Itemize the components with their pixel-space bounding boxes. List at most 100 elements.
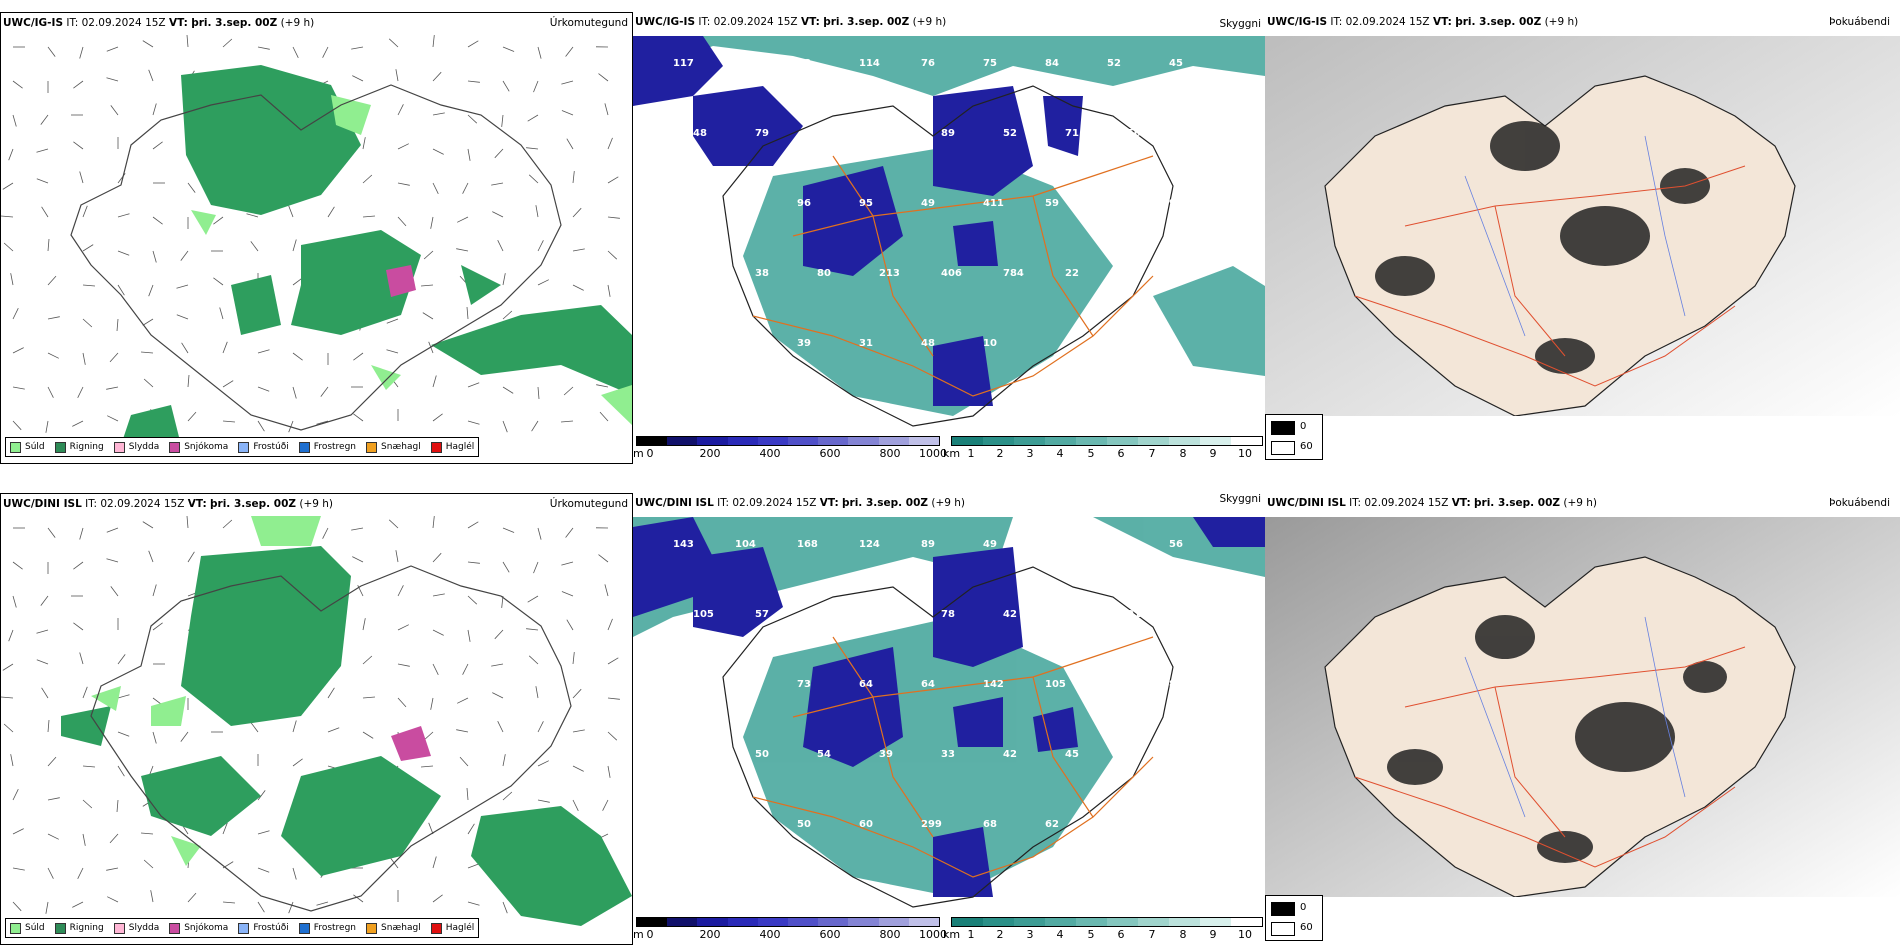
visibility-colorbar: km 1 2 3 4 5 6 7 8 9 10: [943, 436, 1265, 460]
wind-barb: [187, 551, 195, 563]
colorbar-segment: [1076, 918, 1107, 926]
wind-barb: [292, 352, 303, 361]
wind-barb: [397, 585, 404, 597]
panel-header: UWC/IG-IS IT: 02.09.2024 15Z VT: þri. 3.…: [3, 17, 315, 29]
ceiling-value-label: 89: [921, 539, 935, 550]
colorbar-segment: [878, 918, 909, 926]
wind-barb: [397, 663, 410, 667]
precip-panel-row1: UWC/IG-IS IT: 02.09.2024 15Z VT: þri. 3.…: [0, 12, 633, 464]
wind-barb: [607, 618, 613, 631]
wind-barb: [12, 308, 19, 320]
wind-barb: [467, 823, 475, 835]
wind-barb: [257, 867, 270, 873]
wind-barb: [537, 760, 549, 767]
ceiling-value-label: 78: [941, 609, 955, 620]
wind-barb: [148, 550, 154, 563]
wind-barb: [467, 901, 480, 906]
wind-barb: [117, 213, 130, 218]
ceiling-value-label: 86: [1189, 749, 1203, 760]
wind-barb: [213, 216, 224, 225]
wind-barb: [222, 420, 236, 423]
wind-barb: [502, 527, 515, 533]
wind-barb: [288, 205, 294, 218]
wind-barb: [528, 655, 539, 665]
colorbar-segment: [878, 437, 909, 445]
wind-barb: [423, 250, 434, 260]
wind-barb: [607, 137, 613, 150]
ceiling-value-label: 49: [983, 539, 997, 550]
ceiling-value-label: 43: [1065, 609, 1079, 620]
wind-barb: [219, 307, 224, 320]
ceiling-value-label: 50: [797, 819, 811, 830]
wind-barb: [561, 80, 574, 85]
colorbar-segment: [1169, 437, 1200, 445]
colorbar-segment: [667, 918, 698, 926]
wind-barb: [607, 765, 611, 778]
ceiling-value-label: 121: [673, 679, 694, 690]
legend-swatch: [298, 922, 310, 934]
wind-barb: [187, 182, 196, 193]
wind-barb: [47, 719, 50, 733]
wind-barb: [47, 316, 60, 320]
wind-barb: [107, 415, 119, 422]
wind-barb: [527, 114, 539, 122]
wind-barb: [352, 75, 364, 82]
legend-item: Slydda: [113, 922, 159, 934]
wind-barb: [257, 420, 265, 432]
iceland-outline: [70, 84, 562, 431]
wind-barb: [47, 797, 60, 801]
wind-barb: [596, 384, 609, 388]
wind-barb: [320, 386, 329, 397]
ceiling-value-label: 75: [693, 889, 707, 900]
ceiling-value-label: 406: [941, 268, 962, 279]
wind-barb: [456, 729, 469, 733]
ceiling-value-label: 92: [1169, 198, 1183, 209]
wind-barb: [502, 386, 514, 394]
ceiling-value-label: 56: [1169, 539, 1183, 550]
legend-item: Súld: [10, 441, 45, 453]
ceiling-value-label: 54: [735, 338, 749, 349]
wind-barb: [181, 342, 189, 354]
panel-header: UWC/DINI ISL IT: 02.09.2024 15Z VT: þri.…: [3, 498, 334, 510]
legend-item: Frostregn: [298, 922, 356, 934]
wind-barb: [560, 420, 574, 423]
wind-barb: [492, 692, 504, 699]
wind-barb: [213, 277, 224, 286]
ceiling-value-label: 22: [1065, 268, 1079, 279]
colorbar-segment: [952, 918, 983, 926]
wind-barb: [537, 721, 544, 733]
ceiling-value-label: 33: [735, 198, 749, 209]
ceiling-value-label: 59: [1045, 198, 1059, 209]
wind-barb: [257, 349, 270, 354]
legend-item: Snjókoma: [169, 441, 228, 453]
wind-barb: [565, 46, 574, 57]
ceiling-value-label: 784: [1003, 268, 1024, 279]
wind-barb: [47, 386, 54, 398]
wind-barb: [109, 833, 119, 844]
ceiling-value-label: 60: [673, 338, 687, 349]
legend-swatch: [113, 441, 125, 453]
legend-item: Haglél: [430, 922, 474, 934]
ceiling-value-label: 46: [693, 268, 707, 279]
colorbar-segment: [818, 437, 849, 445]
wind-barb: [47, 833, 59, 840]
wind-barb: [47, 527, 56, 538]
wind-barb: [288, 901, 294, 914]
wind-barb: [362, 137, 366, 150]
wind-barb: [537, 386, 540, 400]
road-network: [752, 636, 1154, 878]
ceiling-value-label: 117: [673, 58, 694, 69]
wind-barb: [110, 105, 119, 116]
colorbar-segment: [1045, 918, 1076, 926]
wind-barb: [73, 80, 84, 89]
wind-barb: [222, 341, 228, 354]
wind-barb: [492, 211, 504, 218]
wind-barb: [82, 833, 86, 846]
wind-barb: [40, 595, 49, 606]
wind-barb: [47, 756, 57, 767]
ceiling-value-label: 49: [921, 198, 935, 209]
wind-barb: [456, 248, 469, 252]
ceiling-value-label: 42: [1003, 749, 1017, 760]
wind-barb: [397, 182, 410, 186]
wind-barb: [77, 386, 84, 398]
